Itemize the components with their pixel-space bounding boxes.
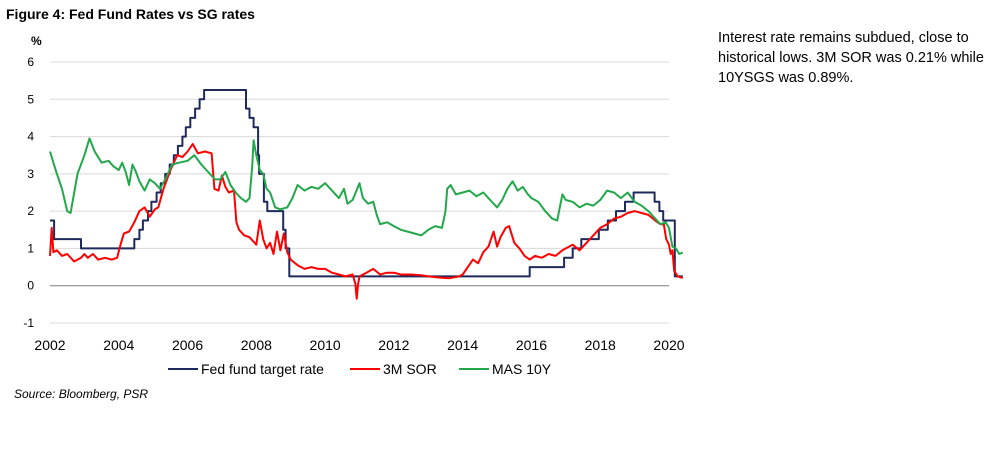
series-line-0 <box>50 89 683 278</box>
series-line-2 <box>49 137 684 255</box>
x-tick-label: 2008 <box>241 337 272 353</box>
legend-label: 3M SOR <box>383 361 437 377</box>
x-axis-ticks: 2002 2004 2006 2008 2010 2012 2014 2016 2018 2020 <box>34 337 684 353</box>
x-tick-label: 2020 <box>653 337 684 353</box>
y-axis-unit-label: % <box>31 34 42 48</box>
x-tick-label: 2016 <box>516 337 547 353</box>
gridlines <box>50 61 669 324</box>
source-note: Source: Bloomberg, PSR <box>14 387 149 401</box>
y-tick-label: 6 <box>27 55 34 69</box>
y-tick-label: 3 <box>27 167 34 181</box>
x-tick-label: 2002 <box>34 337 65 353</box>
x-tick-label: 2010 <box>310 337 341 353</box>
x-tick-label: 2006 <box>172 337 203 353</box>
y-tick-label: 1 <box>27 241 34 255</box>
series-lines <box>49 89 684 300</box>
y-tick-label: -1 <box>23 316 34 330</box>
x-tick-label: 2014 <box>447 337 478 353</box>
y-tick-label: 0 <box>27 279 34 293</box>
figure-title: Figure 4: Fed Fund Rates vs SG rates <box>6 6 255 22</box>
y-tick-label: 5 <box>27 92 34 106</box>
y-tick-label: 4 <box>27 130 34 144</box>
y-axis-ticks: -1 0 1 2 3 4 5 6 <box>23 55 34 330</box>
legend-label: Fed fund target rate <box>201 361 324 377</box>
y-tick-label: 2 <box>27 204 34 218</box>
x-tick-label: 2018 <box>585 337 616 353</box>
x-tick-label: 2012 <box>378 337 409 353</box>
legend: Fed fund target rate 3M SOR MAS 10Y <box>168 361 552 377</box>
x-tick-label: 2004 <box>103 337 134 353</box>
commentary-text: Interest rate remains subdued, close to … <box>718 30 984 86</box>
legend-label: MAS 10Y <box>492 361 552 377</box>
series-line-1 <box>49 143 684 300</box>
